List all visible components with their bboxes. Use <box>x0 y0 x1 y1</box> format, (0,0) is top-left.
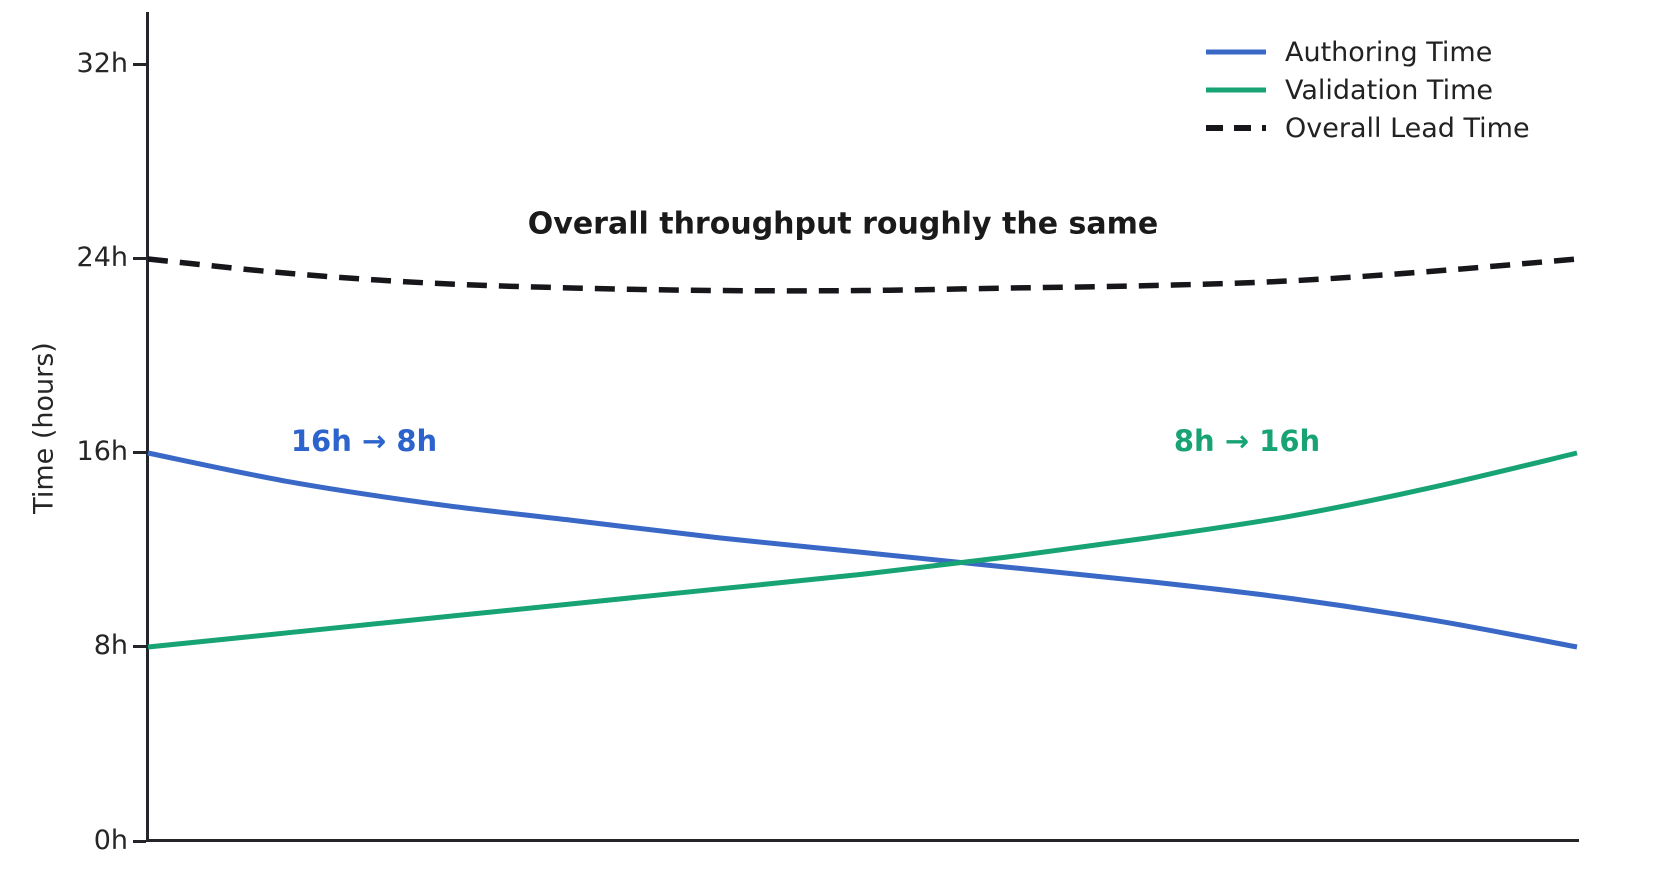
annotation-authoring-change: 16h → 8h <box>290 424 438 458</box>
y-tick-label: 16h <box>76 436 128 467</box>
series-line-authoring-time <box>147 450 1578 650</box>
legend-label: Authoring Time <box>1285 36 1493 68</box>
y-tick-label: 8h <box>93 630 128 661</box>
legend-item-authoring: Authoring Time <box>1205 33 1530 71</box>
y-tick-label: 0h <box>93 825 128 856</box>
legend-label: Overall Lead Time <box>1285 112 1530 144</box>
annotation-throughput: Overall throughput roughly the same <box>527 206 1159 242</box>
y-tick-label: 32h <box>76 48 128 79</box>
series-line-overall-lead-time <box>147 256 1578 294</box>
legend-item-validation: Validation Time <box>1205 71 1530 109</box>
legend-line-dashed-icon <box>1206 125 1266 131</box>
y-tick-mark <box>133 63 146 66</box>
annotation-validation-change: 8h → 16h <box>1173 424 1321 458</box>
legend: Authoring Time Validation Time Overall L… <box>1205 33 1530 147</box>
y-tick-mark <box>133 840 146 843</box>
y-tick-mark <box>133 257 146 260</box>
legend-line-solid-icon <box>1206 49 1266 55</box>
y-tick-mark <box>133 451 146 454</box>
legend-item-lead-time: Overall Lead Time <box>1205 109 1530 147</box>
series-line-validation-time <box>147 450 1578 650</box>
y-tick-mark <box>133 645 146 648</box>
y-tick-label: 24h <box>76 242 128 273</box>
legend-line-solid-icon <box>1206 87 1266 93</box>
x-axis-spine <box>146 839 1579 842</box>
y-axis-spine <box>146 12 149 842</box>
legend-label: Validation Time <box>1285 74 1493 106</box>
